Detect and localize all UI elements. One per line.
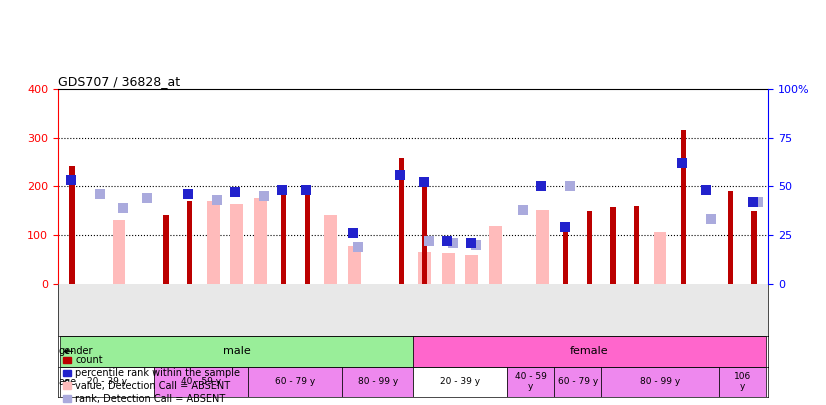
- Text: 80 - 99 y: 80 - 99 y: [640, 377, 680, 386]
- Bar: [610, 207, 615, 284]
- Text: 80 - 99 y: 80 - 99 y: [358, 377, 398, 386]
- FancyBboxPatch shape: [154, 367, 249, 397]
- Bar: [206, 201, 220, 284]
- Text: 40 - 59
y: 40 - 59 y: [515, 372, 547, 391]
- Text: gender: gender: [59, 346, 93, 356]
- Bar: [728, 191, 733, 284]
- Bar: [442, 253, 455, 284]
- FancyBboxPatch shape: [413, 367, 507, 397]
- FancyBboxPatch shape: [507, 367, 554, 397]
- FancyBboxPatch shape: [601, 367, 719, 397]
- Text: 40 - 59 y: 40 - 59 y: [181, 377, 221, 386]
- Bar: [634, 206, 639, 284]
- Text: 60 - 79 y: 60 - 79 y: [275, 377, 316, 386]
- Text: female: female: [570, 346, 609, 356]
- Bar: [305, 190, 310, 284]
- Bar: [325, 215, 337, 284]
- Bar: [254, 198, 267, 284]
- FancyBboxPatch shape: [413, 336, 766, 367]
- Bar: [752, 211, 757, 284]
- Bar: [563, 226, 568, 284]
- Bar: [112, 220, 126, 284]
- Bar: [399, 158, 404, 284]
- FancyBboxPatch shape: [60, 367, 154, 397]
- Bar: [653, 232, 667, 284]
- Bar: [418, 252, 431, 284]
- Bar: [164, 215, 169, 284]
- Bar: [187, 201, 192, 284]
- Bar: [230, 204, 243, 284]
- Bar: [536, 210, 548, 284]
- Text: male: male: [223, 346, 250, 356]
- Bar: [465, 255, 478, 284]
- Bar: [489, 226, 502, 284]
- Bar: [681, 130, 686, 284]
- Text: GDS707 / 36828_at: GDS707 / 36828_at: [58, 75, 180, 88]
- FancyBboxPatch shape: [249, 367, 343, 397]
- FancyBboxPatch shape: [554, 367, 601, 397]
- Bar: [348, 245, 361, 284]
- Text: age: age: [59, 377, 77, 387]
- Text: 106
y: 106 y: [733, 372, 751, 391]
- FancyBboxPatch shape: [719, 367, 766, 397]
- Text: 20 - 39 y: 20 - 39 y: [88, 377, 127, 386]
- Text: 60 - 79 y: 60 - 79 y: [558, 377, 598, 386]
- Legend: count, percentile rank within the sample, value, Detection Call = ABSENT, rank, : count, percentile rank within the sample…: [63, 356, 240, 404]
- Bar: [281, 191, 287, 284]
- FancyBboxPatch shape: [60, 336, 413, 367]
- Bar: [422, 186, 427, 284]
- Text: 20 - 39 y: 20 - 39 y: [440, 377, 480, 386]
- Bar: [586, 211, 592, 284]
- FancyBboxPatch shape: [343, 367, 413, 397]
- Bar: [69, 166, 74, 284]
